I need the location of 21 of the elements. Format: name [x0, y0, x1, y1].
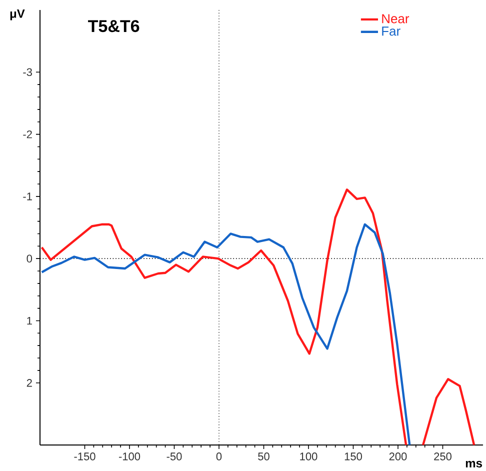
line-series [40, 223, 411, 446]
y-tick-label: -1 [23, 192, 32, 200]
chart-title: T5&T6 [88, 20, 140, 32]
x-tick-label: 200 [389, 452, 407, 460]
x-tick-label: -100 [118, 452, 140, 460]
x-tick-label: -150 [74, 452, 96, 460]
x-tick-label: 100 [300, 452, 318, 460]
y-tick-label: 2 [26, 379, 32, 387]
x-tick-label: -50 [166, 452, 182, 460]
x-tick-label: 250 [434, 452, 452, 460]
legend-label: Near [382, 14, 410, 24]
y-tick-label: 1 [27, 316, 32, 325]
x-tick-label: 0 [216, 452, 222, 460]
x-tick-label: 50 [258, 452, 270, 460]
x-axis-title: ms [466, 460, 482, 468]
y-tick-label: -2 [23, 130, 32, 138]
x-tick-label: 150 [344, 452, 362, 460]
legend-label: Far [382, 26, 400, 36]
y-tick-label: 0 [26, 254, 32, 262]
y-axis-title: μV [10, 10, 25, 20]
y-tick-label: -3 [23, 68, 32, 76]
